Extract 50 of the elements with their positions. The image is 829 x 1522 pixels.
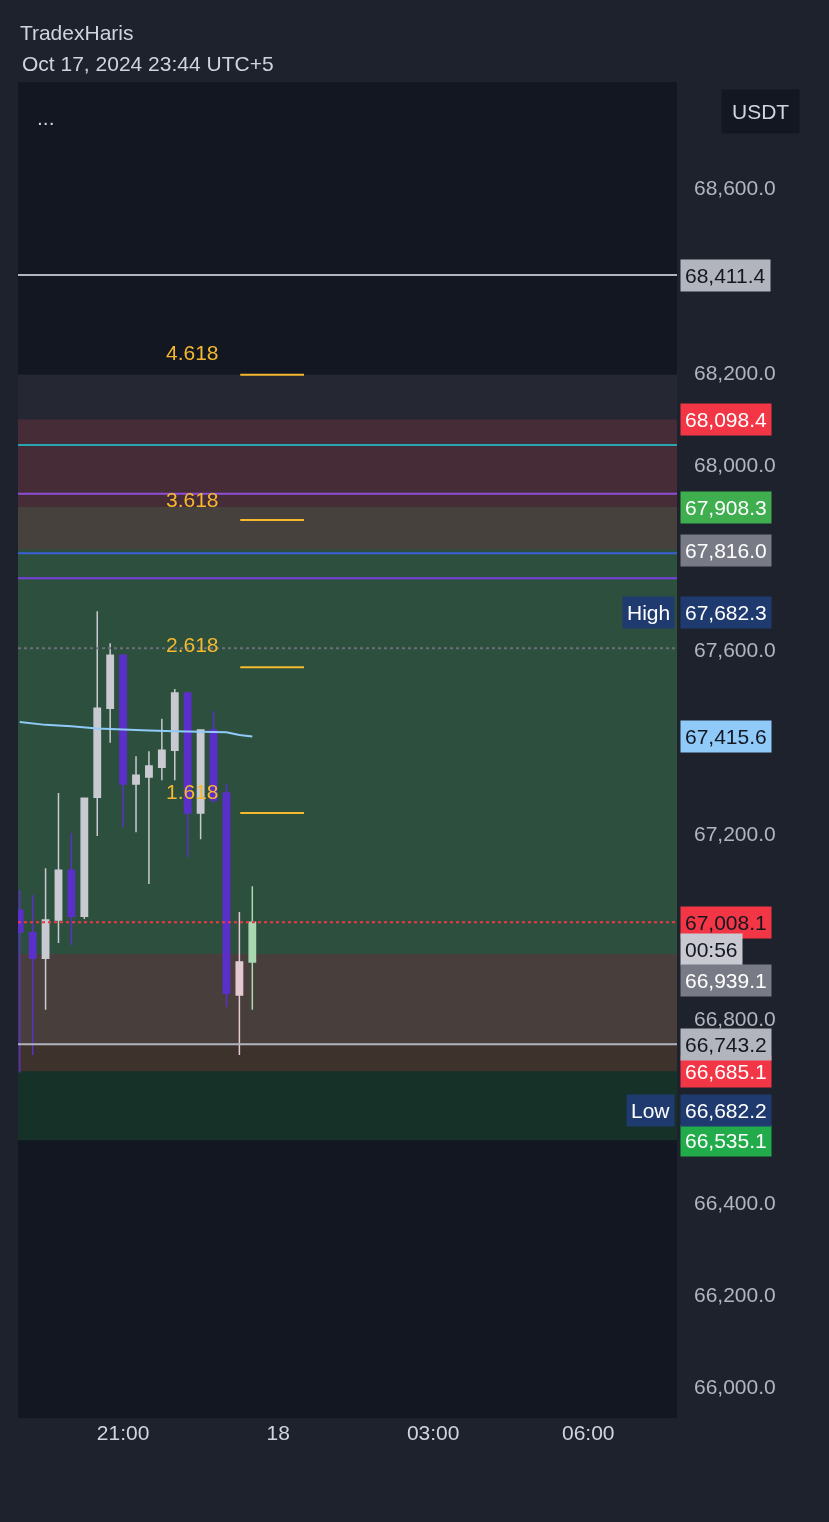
y-tick-label: 67,200.0	[694, 822, 776, 846]
annotation: ...	[37, 106, 55, 129]
candlestick	[106, 642, 115, 744]
candlestick	[67, 832, 76, 947]
candlestick	[248, 885, 257, 1011]
x-tick-label: 18	[266, 1421, 290, 1444]
band-label: 67,908.3	[685, 496, 767, 519]
text: 00:56	[685, 938, 738, 961]
y-tick-label: 66,000.0	[694, 1375, 776, 1399]
annotation: 3.618	[166, 488, 219, 511]
y-tick-label: 67,600.0	[694, 637, 776, 661]
chart-subtitle: Oct 17, 2024 23:44 UTC+5	[22, 52, 274, 75]
candlestick	[157, 718, 166, 781]
x-tick-label: 06:00	[561, 1421, 615, 1444]
candlestick	[54, 792, 63, 944]
x-tick-label: 03:00	[406, 1421, 460, 1444]
text: 66,939.1	[685, 969, 767, 992]
candlestick	[93, 610, 102, 837]
text: 67,682.3	[685, 601, 767, 624]
band-label: 66,685.1	[685, 1060, 767, 1083]
annotation: 4.618	[166, 341, 219, 364]
band-label: 66,535.1	[685, 1129, 767, 1152]
candlestick	[235, 911, 244, 1056]
candlestick	[28, 894, 37, 1056]
candlestick	[170, 688, 179, 781]
annotation: 2.618	[166, 633, 219, 656]
annotation: Low	[631, 1099, 671, 1122]
text: 66,682.2	[685, 1099, 767, 1122]
candlestick	[145, 750, 153, 885]
y-tick-label: 68,600.0	[694, 176, 776, 200]
candlestick	[119, 654, 128, 828]
x-tick-label: 21:00	[96, 1421, 150, 1444]
chart-title: TradexHaris	[19, 21, 134, 45]
y-tick-label: 68,000.0	[694, 453, 776, 477]
ref-line-label: 67,008.1	[685, 911, 767, 934]
text: 67,415.6	[685, 725, 767, 748]
text: 67,816.0	[685, 539, 767, 562]
candlestick	[41, 867, 50, 1011]
y-tick-label: 66,800.0	[694, 1006, 776, 1030]
y-tick-label: 66,200.0	[694, 1283, 776, 1307]
band-label: 68,098.4	[685, 408, 768, 431]
ref-line-label: 68,411.4	[685, 264, 766, 287]
y-tick-label: 66,400.0	[694, 1190, 776, 1214]
text: USDT	[732, 100, 790, 123]
line-series	[18, 721, 254, 738]
y-tick-label: 68,200.0	[694, 360, 776, 384]
annotation: High	[627, 601, 671, 624]
ref-line-label: 66,743.2	[685, 1033, 767, 1056]
candlestick	[80, 797, 89, 920]
candlestick	[132, 755, 140, 834]
